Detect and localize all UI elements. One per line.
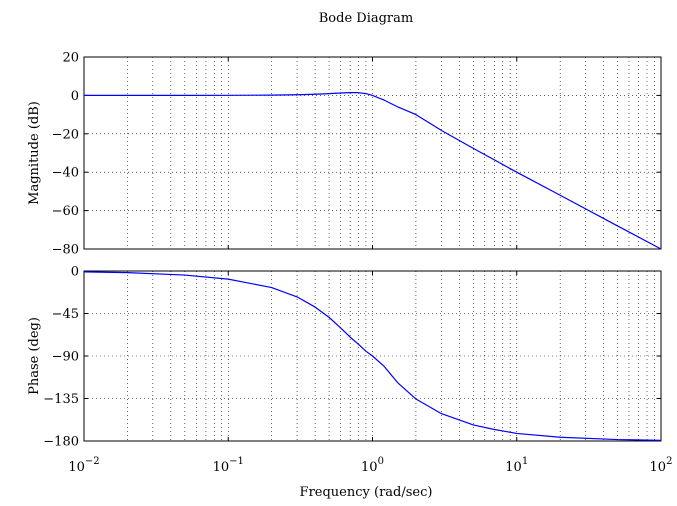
- chart-title: Bode Diagram: [319, 11, 413, 26]
- magnitude-ytick-label: −40: [52, 166, 79, 181]
- phase-series-line: [83, 271, 662, 441]
- magnitude-ytick-label: 20: [62, 51, 79, 66]
- plot-panels: 20 0 −20 −40 −60 −80 Magnitude (dB) 0 −45 −90 −135…: [27, 51, 662, 450]
- magnitude-ytick-label: 0: [71, 89, 79, 104]
- magnitude-series-line: [84, 91, 662, 250]
- x-tick-label: 10−2: [68, 456, 99, 475]
- phase-axis-label: Phase (deg): [27, 317, 42, 395]
- phase-ytick-label: 0: [71, 265, 79, 280]
- phase-ytick-label: −45: [52, 307, 79, 322]
- phase-ytick-label: −90: [52, 350, 79, 365]
- magnitude-panel: 20 0 −20 −40 −60 −80 Magnitude (dB): [27, 51, 662, 258]
- magnitude-ytick-label: −20: [52, 127, 79, 142]
- x-axis-label: Frequency (rad/sec): [300, 485, 433, 500]
- x-tick-label: 102: [650, 456, 673, 475]
- x-tick-labels: 10−2 10−1 100 101 102: [68, 456, 672, 475]
- phase-ytick-label: −135: [43, 392, 79, 407]
- phase-panel: 0 −45 −90 −135 −180 Phase (deg): [27, 265, 662, 450]
- magnitude-ytick-label: −80: [52, 243, 79, 258]
- x-tick-label: 100: [361, 456, 384, 475]
- magnitude-ytick-label: −60: [52, 204, 79, 219]
- magnitude-axis-label: Magnitude (dB): [27, 101, 42, 205]
- x-tick-label: 10−1: [213, 456, 244, 475]
- phase-ytick-label: −180: [43, 435, 79, 450]
- x-tick-label: 101: [505, 456, 528, 475]
